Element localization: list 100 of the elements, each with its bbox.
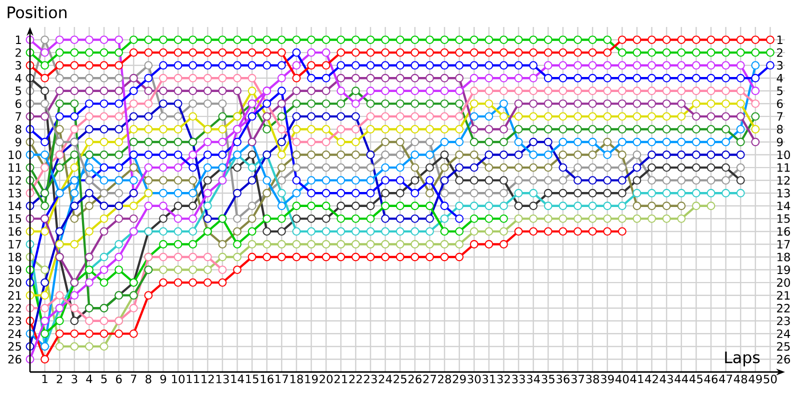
y2-tick-label: 22 xyxy=(777,304,790,312)
x-tick-label: 18 xyxy=(290,374,303,384)
y2-tick-label: 9 xyxy=(776,138,783,146)
y2-tick-label: 8 xyxy=(776,124,783,134)
x-tick-label: 17 xyxy=(276,374,288,384)
y-axis-title: Position xyxy=(8,6,66,18)
x-tick-label: 32 xyxy=(497,374,510,384)
y2-tick-label: 21 xyxy=(777,291,790,300)
x-tick-label: 41 xyxy=(630,374,644,384)
y2-tick-label: 24 xyxy=(777,329,790,338)
x-tick-label: 12 xyxy=(202,374,214,384)
x-tick-label: 50 xyxy=(764,374,777,384)
y-tick-label: 6 xyxy=(16,99,22,108)
y-tick-label: 16 xyxy=(8,227,22,236)
x-tick-label: 15 xyxy=(246,374,258,384)
y2-tick-label: 20 xyxy=(777,278,790,287)
x-tick-label: 23 xyxy=(364,374,377,384)
x-tick-label: 9 xyxy=(160,374,166,384)
y-tick-label: 4 xyxy=(15,74,22,82)
y2-tick-label: 12 xyxy=(777,176,790,185)
y2-tick-label: 10 xyxy=(777,150,790,160)
x-axis-title: Laps xyxy=(725,352,760,366)
x-tick-label: 48 xyxy=(734,374,748,384)
y2-tick-label: 11 xyxy=(777,163,790,172)
y2-tick-label: 17 xyxy=(777,240,790,248)
y-tick-label: 9 xyxy=(15,138,22,146)
y2-tick-label: 15 xyxy=(777,214,790,223)
x-tick-label: 29 xyxy=(452,374,466,384)
y2-tick-label: 25 xyxy=(777,342,790,351)
y-tick-label: 7 xyxy=(16,112,22,121)
y-tick-label: 1 xyxy=(16,36,21,44)
x-tick-label: 26 xyxy=(408,374,422,384)
y-tick-label: 12 xyxy=(8,176,21,185)
x-tick-label: 25 xyxy=(394,374,406,384)
x-tick-label: 30 xyxy=(468,374,481,384)
y-tick-label: 8 xyxy=(16,124,22,134)
x-tick-label: 2 xyxy=(56,374,62,384)
y2-tick-label: 7 xyxy=(777,112,783,121)
y-tick-label: 15 xyxy=(8,214,22,223)
y2-tick-label: 13 xyxy=(777,188,790,198)
y-tick-label: 24 xyxy=(8,329,22,338)
y-tick-label: 17 xyxy=(8,240,22,248)
x-tick-label: 43 xyxy=(660,374,673,384)
y-tick-label: 22 xyxy=(8,304,21,312)
x-tick-label: 13 xyxy=(216,374,229,384)
x-tick-label: 1 xyxy=(42,374,48,384)
x-tick-label: 4 xyxy=(86,374,92,384)
y-tick-label: 19 xyxy=(8,265,22,274)
x-tick-label: 42 xyxy=(645,374,658,384)
x-tick-label: 47 xyxy=(719,374,732,384)
y2-tick-label: 2 xyxy=(777,48,782,57)
x-tick-label: 49 xyxy=(748,374,762,384)
y2-tick-label: 3 xyxy=(777,61,783,70)
y2-tick-label: 18 xyxy=(777,252,790,262)
y-tick-label: 10 xyxy=(8,150,22,160)
x-tick-label: 44 xyxy=(674,374,688,384)
x-tick-label: 20 xyxy=(320,374,333,384)
x-tick-label: 16 xyxy=(260,374,274,384)
x-tick-label: 28 xyxy=(438,374,451,384)
x-tick-label: 31 xyxy=(482,374,496,384)
y-tick-label: 20 xyxy=(8,278,22,287)
y-tick-label: 26 xyxy=(8,354,22,364)
y2-tick-label: 26 xyxy=(777,354,790,364)
y2-tick-label: 19 xyxy=(777,265,790,274)
y-tick-label: 13 xyxy=(8,188,22,198)
y-tick-label: 18 xyxy=(8,252,22,262)
y2-tick-label: 14 xyxy=(777,202,790,210)
x-tick-label: 40 xyxy=(615,374,629,384)
y2-tick-label: 4 xyxy=(776,74,783,82)
x-tick-label: 45 xyxy=(689,374,702,384)
x-tick-label: 6 xyxy=(116,374,122,384)
x-tick-label: 11 xyxy=(186,374,200,384)
x-tick-label: 36 xyxy=(556,374,570,384)
y-tick-label: 3 xyxy=(16,61,22,70)
x-tick-label: 8 xyxy=(146,374,152,384)
y2-tick-label: 6 xyxy=(777,99,783,108)
y-tick-label: 5 xyxy=(16,86,22,96)
y-tick-label: 25 xyxy=(8,342,22,351)
x-tick-label: 38 xyxy=(586,374,600,384)
x-tick-label: 22 xyxy=(349,374,362,384)
y-tick-label: 14 xyxy=(8,202,22,210)
x-tick-label: 46 xyxy=(704,374,718,384)
y-tick-label: 23 xyxy=(8,316,22,326)
y2-tick-label: 16 xyxy=(777,227,790,236)
y-tick-label: 2 xyxy=(16,48,21,57)
x-tick-label: 5 xyxy=(101,374,107,384)
y2-tick-label: 1 xyxy=(777,36,782,44)
x-tick-label: 39 xyxy=(600,374,614,384)
x-tick-label: 35 xyxy=(542,374,554,384)
y2-tick-label: 5 xyxy=(777,86,782,96)
x-tick-label: 3 xyxy=(72,374,78,384)
x-tick-label: 21 xyxy=(334,374,348,384)
x-tick-label: 7 xyxy=(130,374,136,384)
y2-tick-label: 23 xyxy=(777,316,790,326)
x-tick-label: 37 xyxy=(571,374,584,384)
x-tick-label: 14 xyxy=(231,374,244,384)
x-tick-label: 24 xyxy=(378,374,392,384)
y-tick-label: 11 xyxy=(8,163,21,172)
x-tick-label: 27 xyxy=(423,374,436,384)
x-tick-label: 10 xyxy=(172,374,185,384)
